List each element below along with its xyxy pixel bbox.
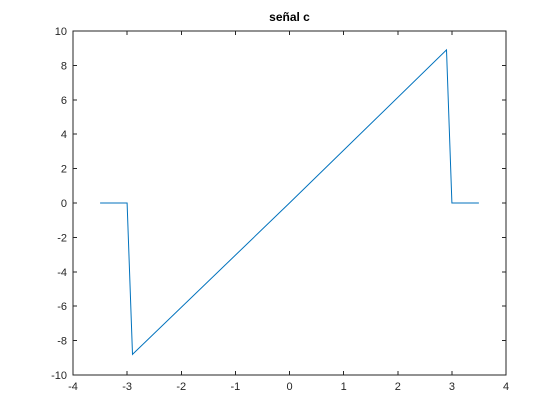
x-tick-label: -1 [230,381,240,393]
x-tick-label: -4 [68,381,78,393]
x-tick-label: 2 [395,381,401,393]
y-tick-label: 2 [61,164,67,176]
x-tick-label: 3 [449,381,455,393]
y-tick-label: 4 [61,129,67,141]
y-tick-label: -10 [51,370,67,382]
y-tick-label: -4 [57,267,67,279]
y-tick-label: -6 [57,301,67,313]
x-tick-label: 1 [341,381,347,393]
x-tick-label: 0 [286,381,292,393]
y-tick-label: 6 [61,95,67,107]
x-tick-label: 4 [503,381,509,393]
y-tick-label: 8 [61,60,67,72]
chart-title: señal c [269,10,310,24]
x-tick-label: -2 [176,381,186,393]
series-group [100,48,479,356]
series-line [100,48,479,356]
y-tick-label: 0 [61,198,67,210]
y-tick-label: -2 [57,232,67,244]
x-tick-label: -3 [122,381,132,393]
y-tick-label: 10 [55,26,67,38]
y-tick-label: -8 [57,336,67,348]
